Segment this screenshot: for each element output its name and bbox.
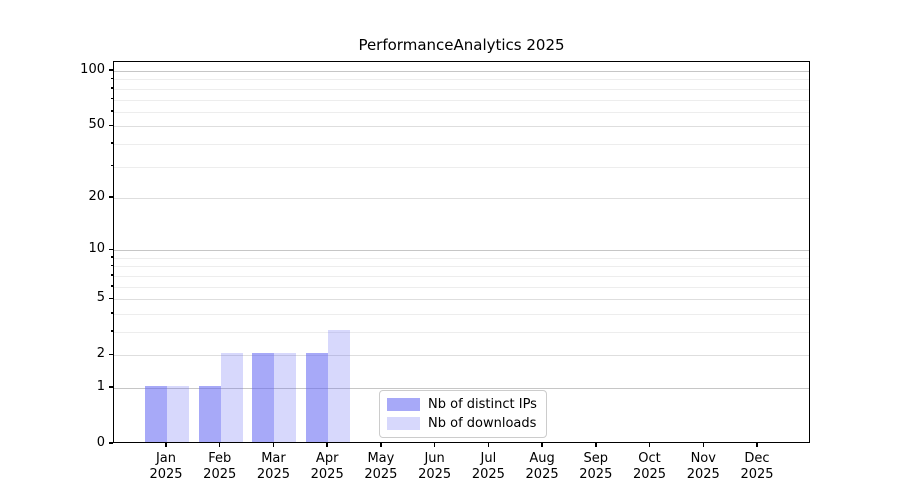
legend-item-downloads: Nb of downloads [387, 416, 537, 431]
y-tick-label: 1 [96, 378, 105, 394]
y-minor-tick-mark [110, 142, 113, 144]
gridline-minor [114, 331, 809, 333]
bar-downloads [328, 329, 351, 442]
bar-downloads [220, 353, 243, 442]
y-minor-tick-mark [110, 330, 113, 332]
y-tick-label: 2 [96, 346, 105, 362]
y-tick-mark [109, 124, 113, 126]
gridline-major [114, 355, 809, 357]
y-tick-mark [109, 69, 113, 71]
gridline-major [114, 250, 809, 252]
x-tick-label: Nov 2025 [686, 451, 720, 482]
y-tick-mark [109, 196, 113, 198]
x-tick-label: Oct 2025 [632, 451, 667, 482]
y-minor-tick-mark [110, 165, 113, 167]
x-tick-mark [219, 443, 221, 447]
y-minor-tick-mark [110, 77, 113, 80]
x-tick-label: Aug 2025 [525, 451, 559, 482]
chart-title: PerformanceAnalytics 2025 [358, 36, 565, 54]
legend-swatch-distinct-ips-icon [387, 398, 420, 411]
gridline-major [114, 197, 809, 199]
y-tick-label: 5 [96, 290, 105, 306]
y-tick-label: 20 [88, 188, 105, 204]
bar-distinct-ips [306, 353, 329, 442]
y-minor-tick-mark [110, 98, 113, 100]
legend: Nb of distinct IPs Nb of downloads [379, 390, 547, 438]
gridline-minor [114, 88, 809, 90]
x-tick-mark [541, 443, 543, 447]
x-tick-label: Apr 2025 [310, 451, 344, 482]
bar-downloads [274, 353, 297, 442]
x-tick-label: Feb 2025 [203, 451, 237, 482]
y-tick-label: 100 [80, 62, 105, 78]
gridline-minor [114, 275, 809, 277]
y-minor-tick-mark [110, 110, 113, 112]
x-tick-mark [487, 443, 490, 447]
x-tick-mark [165, 443, 167, 447]
y-tick-label: 50 [88, 117, 105, 133]
gridline-minor [114, 99, 809, 101]
gridline-major [114, 387, 809, 389]
bars-layer [114, 62, 809, 442]
bar-distinct-ips [145, 386, 167, 442]
legend-item-distinct-ips: Nb of distinct IPs [387, 397, 537, 412]
y-tick-label: 10 [88, 241, 105, 257]
gridline-minor [114, 313, 809, 315]
y-tick-mark [109, 248, 113, 250]
y-tick-mark [109, 353, 113, 355]
y-tick-mark [109, 297, 113, 299]
x-tick-label: Jul 2025 [471, 451, 505, 482]
gridline-minor [114, 143, 809, 145]
x-tick-mark [326, 443, 328, 447]
x-tick-mark [756, 443, 758, 447]
bar-distinct-ips [252, 353, 275, 442]
y-minor-tick-mark [110, 87, 113, 89]
bar-distinct-ips [198, 386, 221, 442]
gridline-minor [114, 166, 809, 168]
y-minor-tick-mark [110, 274, 113, 276]
gridline-major [114, 71, 809, 73]
legend-label-distinct-ips: Nb of distinct IPs [428, 397, 537, 412]
x-tick-label: Sep 2025 [579, 451, 613, 482]
bar-downloads [167, 386, 189, 442]
x-tick-mark [595, 443, 597, 447]
y-minor-tick-mark [110, 256, 113, 258]
gridline-minor [114, 257, 809, 259]
gridline-minor [114, 266, 809, 268]
x-tick-mark [272, 443, 275, 447]
y-minor-tick-mark [110, 312, 113, 314]
gridlines-layer [114, 62, 809, 442]
x-tick-label: Dec 2025 [740, 451, 774, 482]
y-tick-label: 0 [96, 435, 105, 450]
x-tick-mark [702, 443, 704, 447]
x-tick-label: Jun 2025 [418, 451, 452, 482]
x-tick-mark [648, 443, 651, 447]
y-minor-tick-mark [110, 285, 113, 287]
plot-area: Nb of distinct IPs Nb of downloads [113, 61, 810, 443]
x-tick-label: Mar 2025 [256, 451, 290, 482]
y-tick-mark [109, 442, 113, 444]
y-tick-mark [109, 386, 113, 388]
legend-swatch-downloads-icon [387, 417, 420, 430]
gridline-minor [114, 286, 809, 288]
gridline-major [114, 299, 809, 301]
gridline-major [114, 126, 809, 128]
legend-label-downloads: Nb of downloads [428, 416, 537, 431]
x-tick-mark [380, 443, 382, 447]
x-tick-label: Jan 2025 [149, 451, 183, 482]
gridline-minor [114, 111, 809, 113]
x-tick-mark [433, 443, 436, 447]
x-tick-label: May 2025 [364, 451, 398, 482]
gridline-minor [114, 79, 809, 81]
y-minor-tick-mark [110, 264, 113, 267]
